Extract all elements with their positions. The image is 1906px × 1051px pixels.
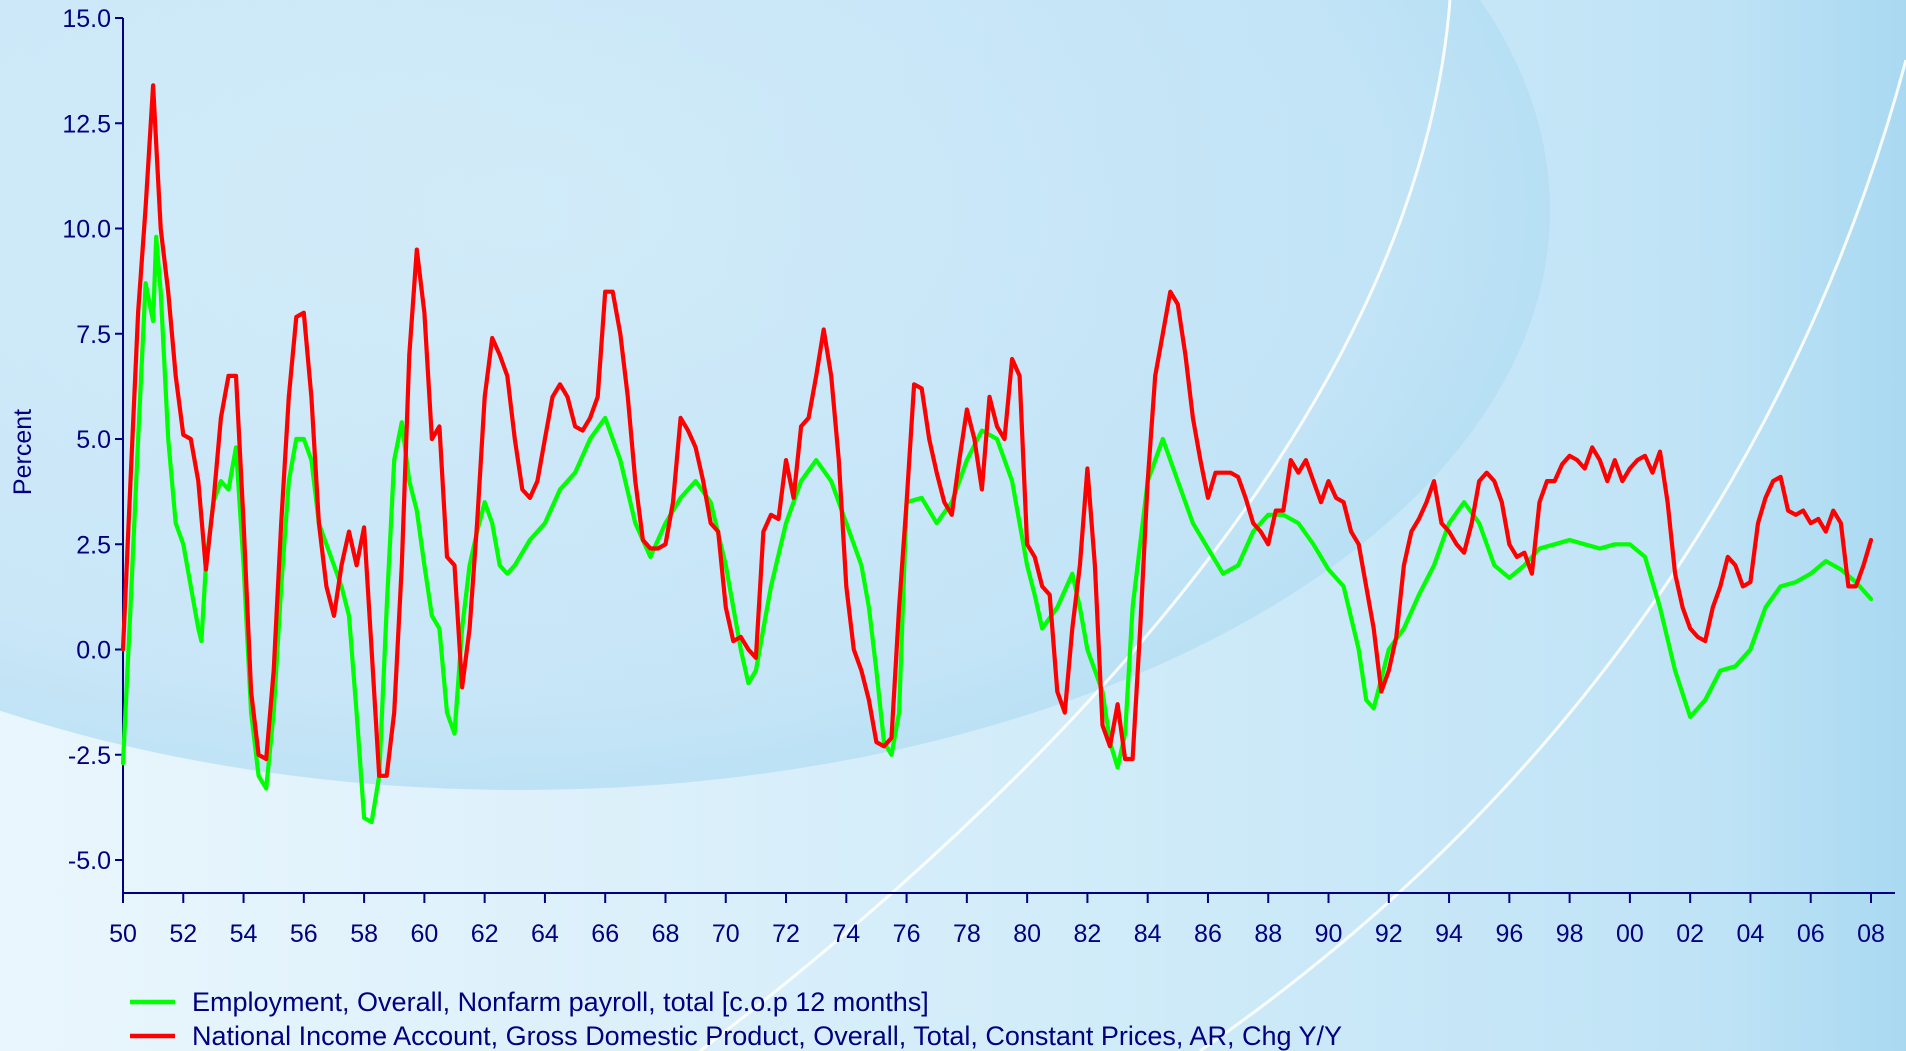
x-tick-label: 54 <box>230 920 258 948</box>
x-tick-label: 08 <box>1857 920 1885 948</box>
y-tick-label: 7.5 <box>76 321 111 349</box>
x-tick-label: 58 <box>350 920 378 948</box>
x-tick-label: 50 <box>109 920 137 948</box>
x-tick-label: 86 <box>1194 920 1222 948</box>
series-layer <box>120 83 1874 825</box>
y-tick-label: -2.5 <box>68 742 111 770</box>
legend: Employment, Overall, Nonfarm payroll, to… <box>130 987 1342 1051</box>
x-tick-label: 66 <box>591 920 619 948</box>
legend-label-employment: Employment, Overall, Nonfarm payroll, to… <box>192 987 929 1017</box>
x-tick-label: 92 <box>1375 920 1403 948</box>
x-tick-label: 74 <box>832 920 860 948</box>
x-tick-label: 06 <box>1797 920 1825 948</box>
x-tick-label: 60 <box>410 920 438 948</box>
background-arc-line <box>699 0 1452 1051</box>
x-tick-label: 56 <box>290 920 318 948</box>
x-tick-label: 00 <box>1616 920 1644 948</box>
x-tick-label: 02 <box>1676 920 1704 948</box>
x-tick-label: 84 <box>1134 920 1162 948</box>
legend-label-gdp: National Income Account, Gross Domestic … <box>192 1021 1342 1051</box>
x-tick-label: 64 <box>531 920 559 948</box>
x-tick-label: 80 <box>1013 920 1041 948</box>
y-tick-label: 10.0 <box>62 216 111 244</box>
y-tick-label: 15.0 <box>62 5 111 33</box>
x-tick-label: 88 <box>1254 920 1282 948</box>
x-tick-label: 68 <box>652 920 680 948</box>
x-tick-label: 78 <box>953 920 981 948</box>
x-tick-label: 98 <box>1556 920 1584 948</box>
y-tick-label: 5.0 <box>76 426 111 454</box>
y-tick-label: -5.0 <box>68 847 111 875</box>
y-tick-label: 0.0 <box>76 637 111 665</box>
x-tick-label: 96 <box>1495 920 1523 948</box>
y-tick-label: 12.5 <box>62 110 111 138</box>
x-tick-label: 82 <box>1074 920 1102 948</box>
x-tick-label: 76 <box>893 920 921 948</box>
axes: -5.0 -2.5 0.0 2.5 5.0 7.5 10.0 12.5 15.0 50 52 54 56… <box>9 5 1895 948</box>
x-tick-label: 62 <box>471 920 499 948</box>
background-arc-line-2 <box>1199 59 1906 1051</box>
x-tick-label: 70 <box>712 920 740 948</box>
x-tick-label: 72 <box>772 920 800 948</box>
y-axis-title: Percent <box>9 409 37 495</box>
x-tick-label: 52 <box>169 920 197 948</box>
series-line-gdp <box>120 83 1874 778</box>
series-line-employment <box>120 234 1874 825</box>
y-tick-label: 2.5 <box>76 531 111 559</box>
x-tick-label: 90 <box>1315 920 1343 948</box>
x-tick-label: 94 <box>1435 920 1463 948</box>
x-tick-label: 04 <box>1737 920 1765 948</box>
